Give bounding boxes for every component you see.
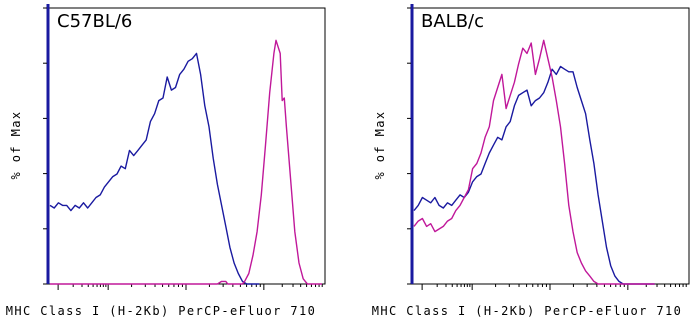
histogram-curve — [50, 39, 322, 285]
panel-title: C57BL/6 — [57, 11, 132, 32]
histogram-curve — [413, 39, 655, 285]
panel-c57bl6: C57BL/6 % of Max MHC Class I (H-2Kb) Per… — [6, 4, 326, 318]
panel-balbc: BALB/c % of Max MHC Class I (H-2Kb) PerC… — [372, 4, 690, 318]
y-axis-label: % of Max — [9, 111, 23, 180]
plot-frame — [46, 7, 326, 285]
x-axis-label: MHC Class I (H-2Kb) PerCP-eFluor 710 — [6, 304, 317, 318]
plot-frame — [410, 7, 690, 285]
y-axis-label: % of Max — [373, 111, 387, 180]
histogram-curve — [413, 65, 655, 285]
panel-title: BALB/c — [421, 11, 484, 32]
x-axis-label: MHC Class I (H-2Kb) PerCP-eFluor 710 — [372, 304, 683, 318]
histogram-curve — [49, 52, 260, 285]
